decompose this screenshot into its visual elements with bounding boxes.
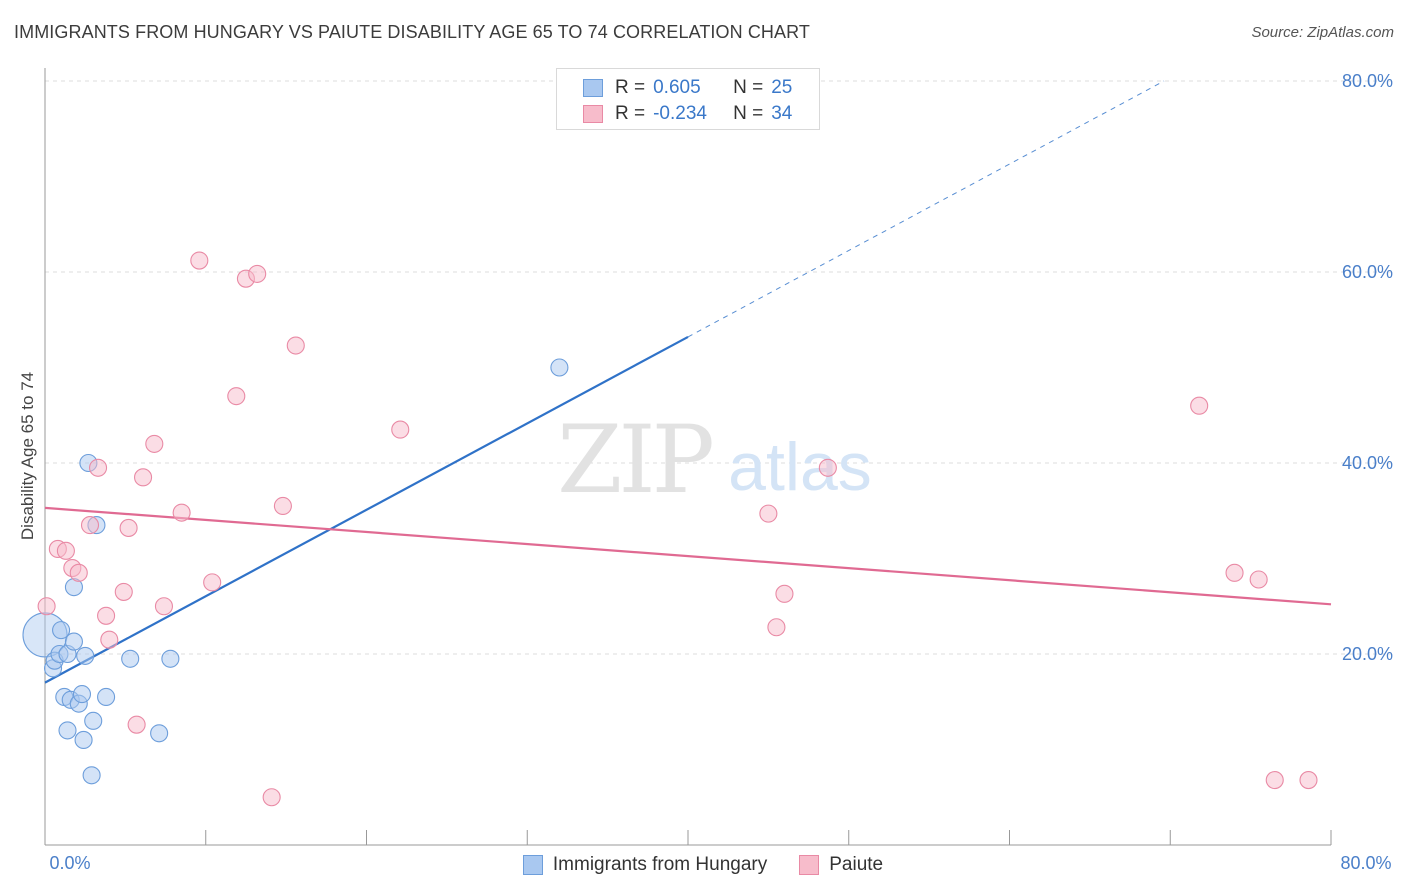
pink-point: [145, 434, 164, 453]
pink-point: [88, 458, 108, 477]
pink-point: [262, 788, 281, 807]
pink-point: [127, 715, 146, 734]
pink-point: [119, 518, 138, 537]
pink-point: [172, 503, 191, 522]
blue-point: [161, 649, 180, 668]
pink-point: [1265, 771, 1284, 790]
legend-swatch-pink: [799, 855, 820, 875]
pink-point: [154, 597, 174, 616]
legend-item-hungary[interactable]: Immigrants from Hungary: [522, 854, 768, 876]
pink-point: [100, 630, 119, 649]
r-label: R =: [615, 77, 646, 98]
grid-lines: [45, 80, 1392, 655]
pink-point: [248, 264, 267, 283]
legend-swatch-blue: [522, 855, 543, 875]
blue-point: [97, 687, 116, 707]
y-axis-label: Disability Age 65 to 74: [18, 372, 37, 540]
n-value: 25: [771, 77, 793, 98]
series-legend: Immigrants from Hungary Paiute: [0, 852, 1406, 878]
pink-point: [1225, 563, 1244, 582]
pink-point: [759, 504, 778, 523]
pink-point: [203, 573, 222, 592]
legend-swatch-pink: [583, 105, 603, 123]
legend-row-hungary: R = 0.605 N = 25: [583, 76, 792, 100]
blue-point: [82, 766, 101, 785]
pink-point: [56, 541, 75, 560]
pink-point: [286, 336, 305, 355]
x-tick-label: 0.0%: [49, 853, 90, 873]
legend-label: Paiute: [829, 854, 884, 875]
pink-point: [767, 618, 786, 637]
blue-point: [74, 730, 93, 750]
blue-point: [76, 646, 95, 665]
pink-point: [1299, 771, 1318, 790]
legend-swatch-blue: [583, 79, 603, 97]
blue-point: [121, 649, 140, 668]
x-tick-label: 80.0%: [1340, 853, 1391, 873]
pink-point: [69, 563, 88, 582]
pink-point: [391, 420, 410, 439]
y-tick-label: 60.0%: [1342, 262, 1393, 282]
watermark-zip: ZIP: [557, 406, 711, 515]
trend-lines: [44, 80, 1332, 684]
pink-point: [114, 582, 133, 601]
blue-point: [52, 621, 71, 640]
pink-point: [818, 458, 837, 477]
n-label: N =: [733, 103, 764, 124]
y-tick-label: 40.0%: [1342, 453, 1393, 473]
y-tick-label: 80.0%: [1342, 71, 1393, 91]
blue-point: [64, 632, 83, 651]
blue-point: [550, 358, 569, 377]
data-points: [22, 251, 1318, 807]
blue-point: [72, 685, 92, 704]
legend-row-paiute: R = -0.234 N = 34: [583, 102, 792, 126]
n-label: N =: [733, 77, 764, 98]
blue-trend-line: [44, 335, 689, 684]
blue-point: [150, 724, 169, 743]
pink-point: [97, 606, 116, 625]
chart-title: IMMIGRANTS FROM HUNGARY VS PAIUTE DISABI…: [14, 22, 811, 42]
blue-point: [84, 711, 103, 730]
watermark-atlas: atlas: [728, 429, 872, 505]
pink-point: [273, 496, 292, 516]
pink-trend-line: [44, 506, 1332, 606]
blue-point: [58, 721, 77, 740]
pink-point: [134, 468, 153, 487]
axes: [44, 68, 1332, 846]
watermark: ZIP atlas: [557, 406, 872, 515]
pink-point: [1190, 396, 1209, 415]
pink-point: [227, 387, 246, 406]
pink-point: [775, 584, 794, 603]
blue-trend-extension: [687, 80, 1165, 338]
source-label: Source: ZipAtlas.com: [1251, 24, 1394, 41]
correlation-legend: R = 0.605 N = 25 R = -0.234 N = 34: [556, 68, 820, 130]
pink-point: [80, 516, 100, 535]
legend-label: Immigrants from Hungary: [552, 854, 768, 875]
tick-labels: 20.0% 40.0% 60.0% 80.0% 0.0% 80.0%: [49, 71, 1393, 873]
r-label: R =: [615, 103, 646, 124]
pink-point: [1249, 570, 1268, 589]
legend-item-paiute[interactable]: Paiute: [799, 854, 883, 876]
pink-point: [190, 251, 209, 270]
pink-point: [37, 597, 56, 616]
r-value: 0.605: [653, 77, 701, 98]
r-value: -0.234: [653, 103, 707, 124]
y-tick-label: 20.0%: [1342, 644, 1393, 664]
n-value: 34: [771, 103, 793, 124]
